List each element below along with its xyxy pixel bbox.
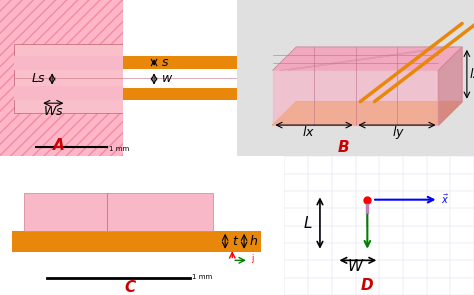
Polygon shape <box>273 101 462 125</box>
Bar <box>123 0 237 156</box>
Bar <box>14 44 123 113</box>
Bar <box>123 88 237 100</box>
Text: $Ws$: $Ws$ <box>43 104 63 117</box>
Text: C: C <box>125 280 136 294</box>
Bar <box>12 231 261 252</box>
Text: A: A <box>54 138 65 153</box>
Bar <box>107 193 213 231</box>
Text: $Ls$: $Ls$ <box>31 73 46 86</box>
Text: j: j <box>251 254 254 263</box>
Text: $s$: $s$ <box>161 56 169 69</box>
Text: $ly$: $ly$ <box>392 124 405 141</box>
Bar <box>0 0 123 156</box>
Text: $lx$: $lx$ <box>301 125 315 139</box>
Text: $lz$: $lz$ <box>469 67 474 81</box>
Polygon shape <box>438 47 462 125</box>
Text: $\vec{x}$: $\vec{x}$ <box>441 193 449 206</box>
Text: $w$: $w$ <box>161 73 173 86</box>
Text: $h$: $h$ <box>249 234 258 248</box>
Bar <box>123 56 237 69</box>
Text: $W$: $W$ <box>346 258 365 274</box>
Bar <box>14 56 123 71</box>
Text: D: D <box>361 278 374 293</box>
Text: 1 mm: 1 mm <box>109 145 129 152</box>
Text: 1 mm: 1 mm <box>192 274 212 281</box>
Bar <box>14 86 123 100</box>
Bar <box>24 193 107 231</box>
Text: B: B <box>338 140 349 155</box>
Text: $t$: $t$ <box>232 235 239 248</box>
Text: $L$: $L$ <box>303 215 313 231</box>
Polygon shape <box>273 71 438 125</box>
Polygon shape <box>273 47 462 71</box>
